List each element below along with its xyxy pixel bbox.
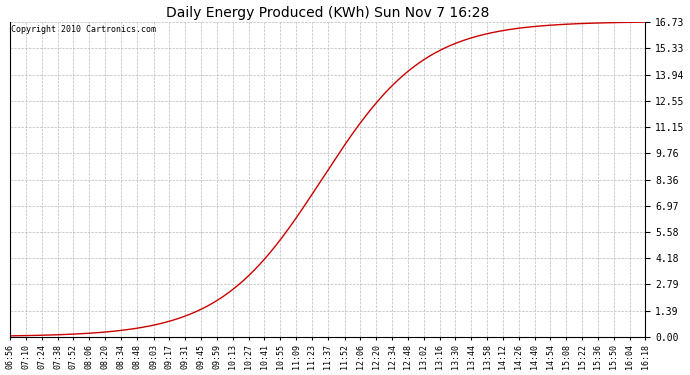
Title: Daily Energy Produced (KWh) Sun Nov 7 16:28: Daily Energy Produced (KWh) Sun Nov 7 16… [166, 6, 489, 20]
Text: Copyright 2010 Cartronics.com: Copyright 2010 Cartronics.com [11, 25, 157, 34]
